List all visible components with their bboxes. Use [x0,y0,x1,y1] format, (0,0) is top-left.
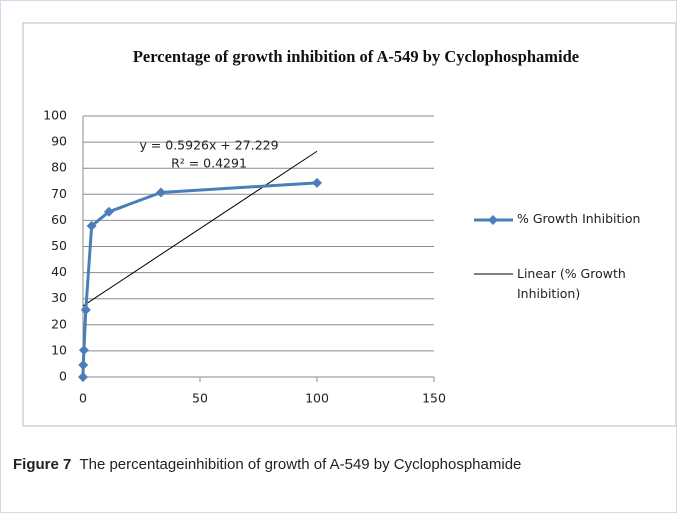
x-tick-label: 50 [192,391,208,406]
y-tick-label: 10 [51,342,67,357]
data-point [78,372,88,382]
data-point [78,345,89,356]
y-tick-label: 70 [51,186,67,201]
caption: Figure 7 The percentageinhibition of gro… [13,453,613,476]
data-point [103,206,114,217]
data-point [155,187,166,198]
data-point [80,304,91,315]
legend-label: Linear (% Growth Inhibition) [517,266,626,301]
y-tick-label: 60 [51,212,67,227]
chart-title: Percentage of growth inhibition of A-549… [132,47,580,66]
x-tick-label: 100 [305,391,329,406]
caption-label: Figure 7 [13,456,72,473]
y-tick-label: 100 [43,108,67,123]
y-tick-label: 50 [51,238,67,253]
data-point [86,220,97,231]
y-tick-label: 40 [51,264,67,279]
trendline [82,150,318,307]
trendline-r2: R² = 0.4291 [171,156,247,171]
x-tick-label: 150 [422,391,446,406]
data-point [78,359,89,370]
y-tick-label: 20 [51,316,67,331]
trendline-equation: y = 0.5926x + 27.229 [139,138,278,153]
y-tick-label: 30 [51,290,67,305]
y-tick-label: 90 [51,134,67,149]
chart-frame [22,22,676,427]
caption-text: The percentageinhibition of growth of A-… [79,456,522,473]
y-tick-label: 80 [51,160,67,175]
legend-label: % Growth Inhibition [517,211,641,226]
legend-swatch [488,215,498,225]
data-point [312,177,322,188]
y-tick-label: 0 [59,369,67,384]
x-tick-label: 0 [79,391,87,406]
